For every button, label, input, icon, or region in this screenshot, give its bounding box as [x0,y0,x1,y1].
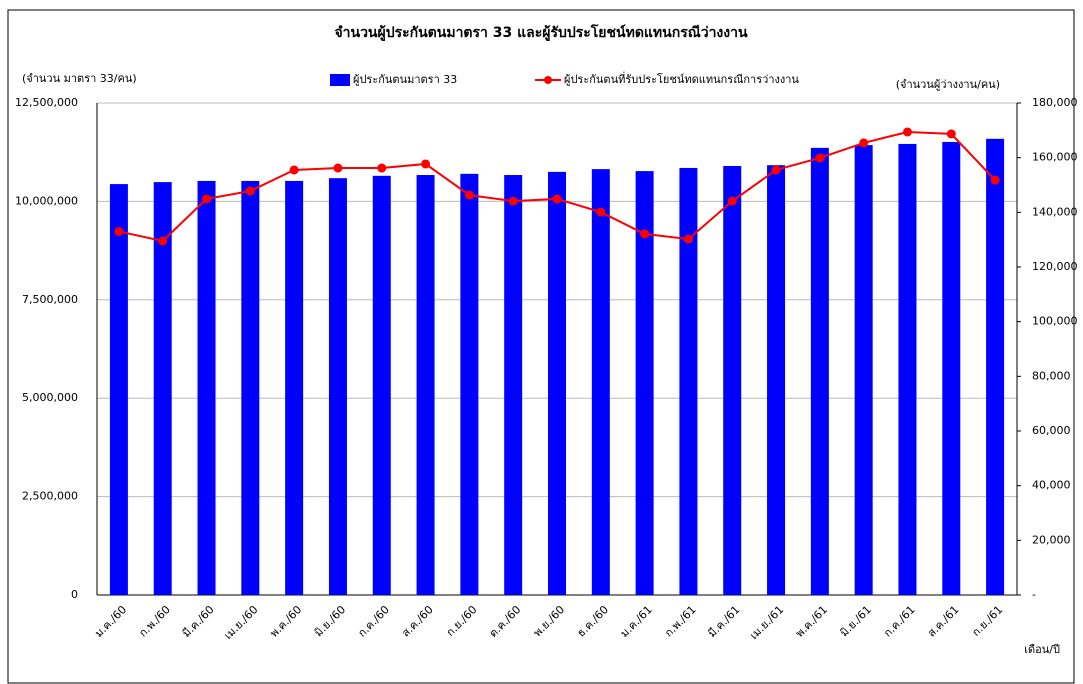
bar [109,184,128,595]
line-marker [158,236,168,246]
x-axis-label: เดือน/ปี [1024,643,1060,656]
y2-tick-label: 20,000 [1032,533,1071,546]
legend-marker [544,76,552,84]
bar [548,171,566,595]
line-marker [727,196,737,206]
bar [679,167,698,595]
line-marker [640,229,650,239]
bar [986,138,1005,595]
line-marker [771,165,781,175]
line-marker [946,129,956,139]
chart-title: จำนวนผู้ประกันตนมาตรา 33 และผู้รับประโยช… [334,23,748,41]
line-marker [333,163,343,173]
bar [898,143,917,596]
bar [635,171,654,595]
y-tick-label: 5,000,000 [22,391,78,404]
legend-label: ผู้ประกันตนที่รับประโยชน์ทดแทนกรณีการว่า… [564,71,799,86]
line-marker [245,186,255,196]
bar [810,147,829,595]
line-marker [377,163,387,173]
bar [372,175,391,596]
y-tick-label: 12,500,000 [15,96,78,109]
bar [416,175,435,595]
bar [285,180,304,595]
line-marker [202,194,212,204]
line-marker [508,196,518,206]
line-marker [859,138,869,148]
y2-tick-label: 100,000 [1032,315,1078,328]
line-marker [552,194,562,204]
bar [460,173,479,595]
y2-tick-label: 180,000 [1032,96,1078,109]
legend-label: ผู้ประกันตนมาตรา 33 [353,73,457,86]
bar [328,178,347,595]
y-axis-label: (จำนวน มาตรา 33/คน) [22,72,137,85]
y2-tick-label: 120,000 [1032,260,1078,273]
bar [767,165,786,596]
y2-tick-label: - [1032,588,1036,601]
line-marker [902,127,912,137]
y-tick-label: 7,500,000 [22,293,78,306]
bar [241,180,260,595]
y2-axis-label: (จำนวนผู้ว่างงาน/คน) [896,78,1000,91]
y-tick-label: 10,000,000 [15,194,78,207]
y2-tick-label: 140,000 [1032,205,1078,218]
bar [723,165,742,595]
bar [854,145,873,595]
line-marker [683,234,693,244]
bar [942,141,961,595]
line-marker [289,165,299,175]
line-marker [596,207,606,217]
bar [504,175,523,595]
line-marker [421,159,431,169]
y2-tick-label: 40,000 [1032,479,1071,492]
chart-frame [7,9,1075,684]
legend-swatch [330,74,350,86]
line-marker [464,190,474,200]
line-marker [114,226,124,236]
y2-tick-label: 80,000 [1032,369,1071,382]
y-tick-label: 0 [71,588,78,601]
y2-tick-label: 160,000 [1032,151,1078,164]
line-marker [815,153,825,163]
bar [591,169,610,595]
bar [153,182,172,596]
y-tick-label: 2,500,000 [22,490,78,503]
bar [197,180,216,595]
y2-tick-label: 60,000 [1032,424,1071,437]
line-marker [990,175,1000,185]
